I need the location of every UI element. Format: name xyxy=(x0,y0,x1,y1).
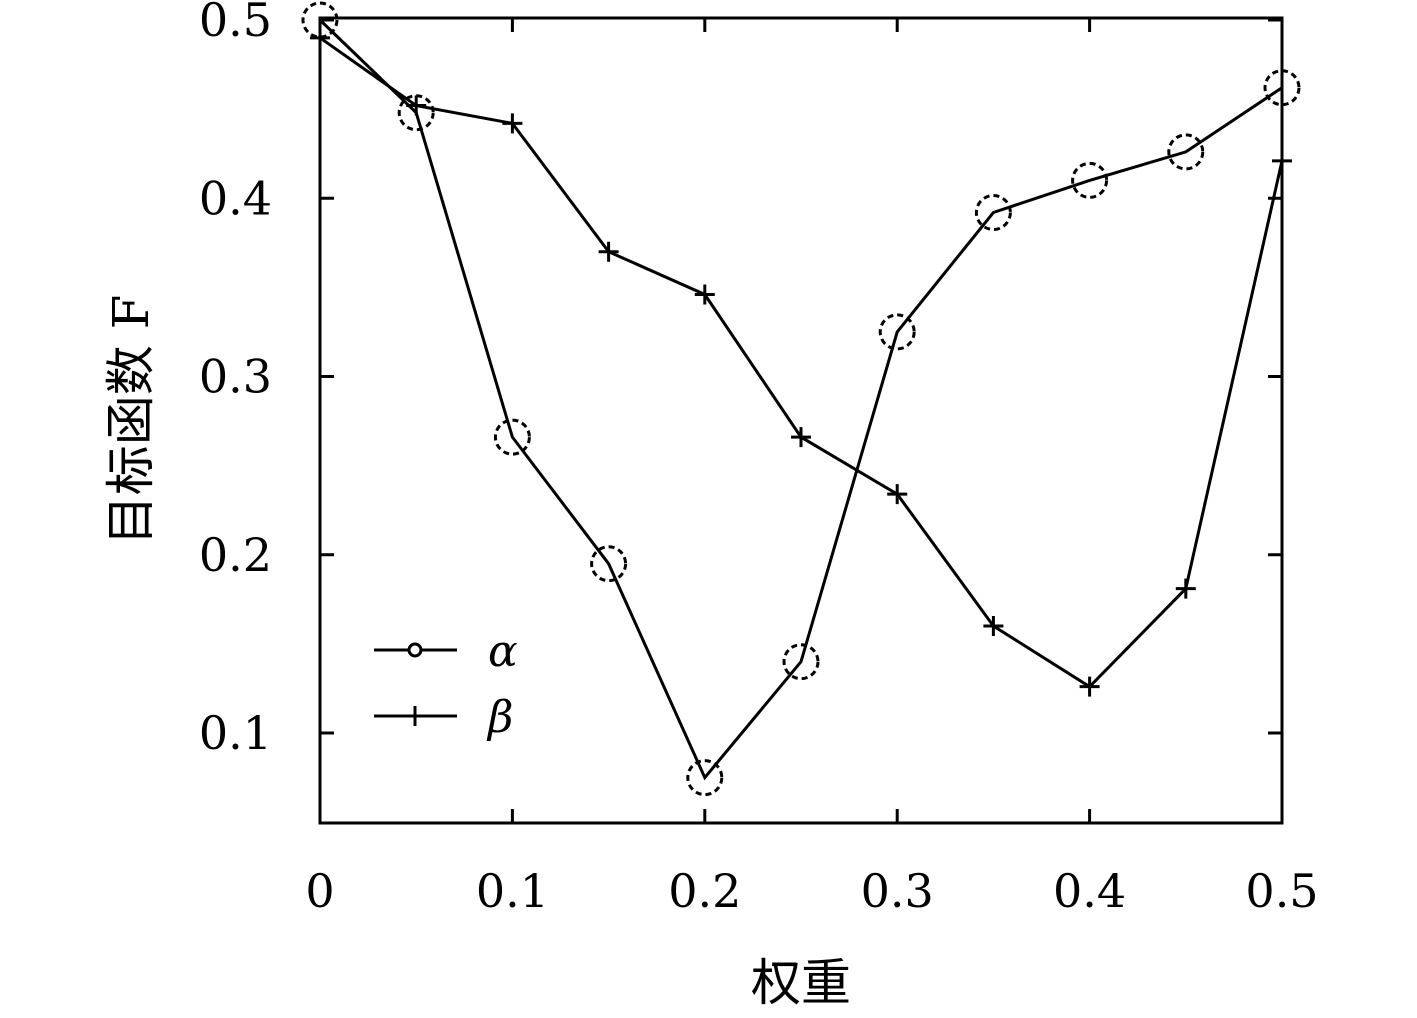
y-tick-label: 0.4 xyxy=(199,171,272,225)
y-tick-label: 0.3 xyxy=(199,350,272,404)
alpha-point-marker xyxy=(974,194,1012,231)
beta-point-marker xyxy=(1175,578,1196,599)
y-tick-label: 0.1 xyxy=(199,706,272,760)
alpha-point-marker xyxy=(878,313,916,351)
legend-marker-beta xyxy=(405,706,425,726)
beta-point-marker xyxy=(887,484,908,505)
alpha-point-marker xyxy=(1071,161,1109,199)
x-tick-label: 0.5 xyxy=(1245,864,1318,918)
plot-frame xyxy=(318,16,1284,825)
x-tick-label: 0 xyxy=(305,864,334,918)
x-tick-labels: 0 0.1 0.2 0.3 0.4 0.5 xyxy=(305,864,1318,918)
beta-point-marker xyxy=(310,27,330,48)
beta-point-marker xyxy=(502,113,523,134)
x-tick-label: 0.2 xyxy=(668,864,741,918)
alpha-point-marker xyxy=(1263,69,1301,107)
x-tick-label: 0.3 xyxy=(861,864,934,918)
x-tick-label: 0.4 xyxy=(1053,864,1126,918)
x-axis-title: 权重 xyxy=(751,954,851,1012)
beta-point-marker xyxy=(694,284,715,305)
alpha-point-marker xyxy=(590,545,628,583)
legend-label-beta: β xyxy=(486,692,513,743)
beta-point-marker xyxy=(1079,676,1100,697)
series-line-alpha xyxy=(318,18,1283,781)
y-tick-label: 0.5 xyxy=(199,0,272,47)
y-tick-labels: 0.1 0.2 0.3 0.4 0.5 xyxy=(199,0,272,760)
y-axis-title: 目标函数 F xyxy=(102,295,160,546)
alpha-point-marker xyxy=(397,94,435,132)
alpha-point-marker xyxy=(301,1,339,39)
y-tick-label: 0.2 xyxy=(199,528,272,582)
beta-point-marker xyxy=(406,95,427,116)
alpha-point-marker xyxy=(782,643,820,681)
alpha-point-marker xyxy=(1167,133,1205,171)
alpha-point-marker xyxy=(686,759,724,797)
beta-point-marker xyxy=(1272,150,1292,171)
beta-point-marker xyxy=(791,427,811,448)
series-line-beta xyxy=(319,36,1284,689)
axis-ticks xyxy=(318,18,1284,823)
beta-point-marker xyxy=(983,616,1004,637)
alpha-point-marker xyxy=(493,418,531,456)
legend-label-alpha: α xyxy=(488,626,518,677)
legend: α β xyxy=(374,626,518,743)
series-layer xyxy=(301,1,1301,797)
x-tick-label: 0.1 xyxy=(476,864,549,918)
legend-marker-alpha xyxy=(407,642,423,658)
beta-point-marker xyxy=(598,241,619,262)
